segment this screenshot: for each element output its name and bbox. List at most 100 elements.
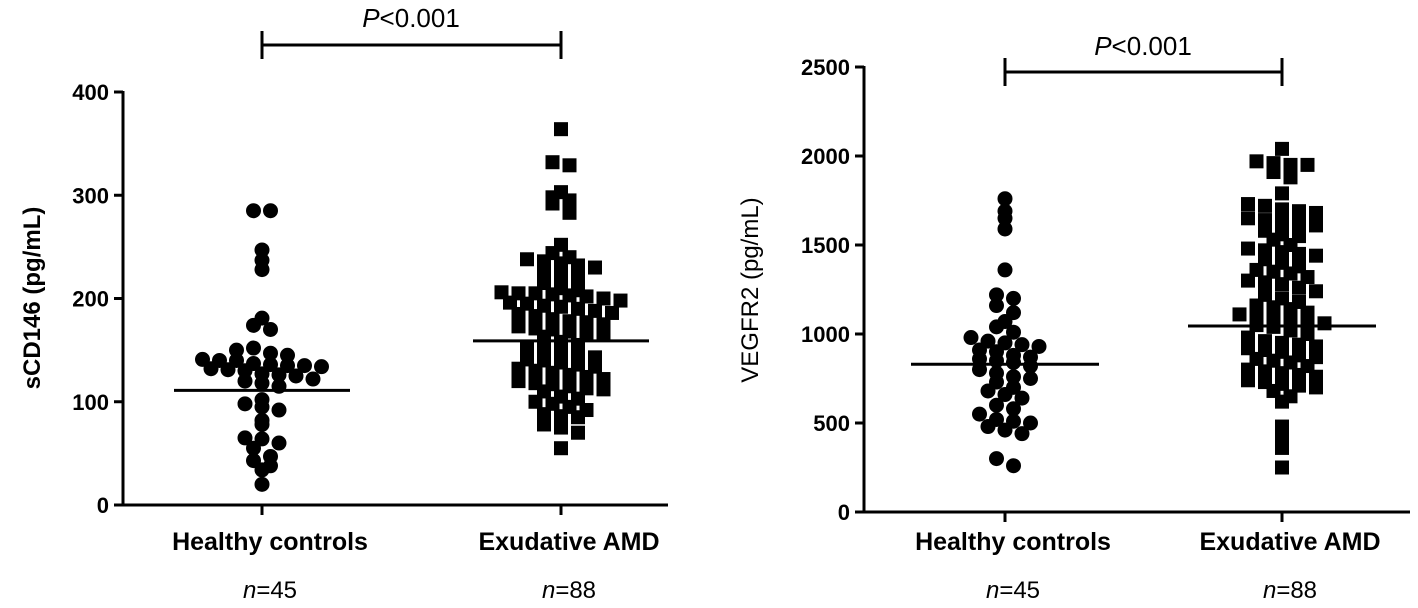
data-point: [246, 203, 261, 219]
data-point: [562, 193, 577, 208]
data-point: [1275, 186, 1289, 201]
data-point: [288, 368, 304, 384]
data-point: [579, 289, 594, 304]
data-point: [1014, 390, 1030, 406]
data-point: [972, 362, 987, 378]
data-point: [989, 298, 1004, 314]
data-point: [1249, 298, 1264, 313]
data-point: [571, 410, 585, 425]
data-point: [1241, 362, 1255, 377]
data-point: [1031, 338, 1047, 354]
data-point: [554, 122, 568, 137]
data-point: [1283, 170, 1298, 185]
data-point: [237, 396, 253, 412]
y-tick-label: 2000: [801, 144, 850, 169]
data-point: [554, 441, 568, 456]
data-point: [246, 317, 261, 333]
sample-size-label: n=45: [243, 577, 297, 604]
data-point: [254, 262, 270, 278]
data-point: [246, 340, 261, 356]
data-point: [254, 242, 270, 258]
data-point: [579, 325, 594, 340]
data-point: [613, 293, 628, 308]
data-point: [1006, 290, 1021, 306]
data-point: [997, 210, 1013, 226]
data-point: [520, 340, 534, 355]
data-point: [1258, 213, 1272, 228]
data-point: [1283, 157, 1298, 172]
y-tick-label: 400: [72, 80, 109, 105]
data-point: [203, 361, 219, 377]
data-point: [1292, 216, 1306, 231]
data-point: [280, 347, 295, 363]
data-point: [1300, 327, 1315, 341]
data-point: [246, 440, 261, 456]
data-point: [263, 321, 278, 337]
data-point: [596, 382, 611, 397]
data-point: [588, 260, 602, 275]
data-point: [1023, 358, 1038, 374]
category-label: Healthy controls: [915, 528, 1111, 556]
data-point: [1014, 426, 1030, 442]
data-point: [588, 303, 602, 318]
data-point: [554, 409, 568, 424]
sample-size-label: n=45: [986, 577, 1040, 604]
data-point: [511, 319, 526, 334]
data-point: [554, 256, 568, 271]
data-point: [1275, 202, 1289, 217]
data-point: [989, 397, 1004, 413]
data-point: [503, 295, 517, 310]
y-axis-label: sCD146 (pg/mL): [19, 207, 46, 390]
y-tick-label: 200: [72, 287, 109, 312]
data-point: [1275, 245, 1289, 260]
data-point: [511, 306, 526, 321]
data-point: [997, 221, 1013, 237]
data-point: [537, 417, 551, 432]
data-point: [545, 196, 560, 211]
data-point: [1014, 337, 1030, 353]
data-point: [263, 203, 278, 219]
y-tick-label: 0: [97, 493, 109, 518]
data-point: [237, 430, 253, 446]
data-point: [562, 205, 577, 220]
data-point: [1292, 204, 1306, 219]
y-tick-label: 2500: [801, 55, 850, 80]
data-point: [528, 363, 543, 378]
data-point: [1275, 141, 1289, 156]
data-point: [545, 155, 560, 170]
data-point: [1275, 419, 1289, 434]
data-point: [1266, 300, 1281, 315]
data-point: [1275, 440, 1289, 455]
data-point: [1266, 264, 1281, 279]
data-point: [1241, 330, 1255, 345]
data-point: [254, 416, 270, 432]
y-axis-label: VEGFR2 (pg/mL): [737, 197, 764, 382]
data-point: [1275, 214, 1289, 229]
data-point: [1283, 302, 1298, 317]
data-point: [554, 299, 568, 314]
data-point: [571, 425, 585, 440]
data-point: [1275, 394, 1289, 409]
data-point: [254, 462, 270, 478]
data-point: [1249, 262, 1264, 277]
data-point: [1275, 277, 1289, 292]
data-point: [1258, 364, 1272, 379]
data-point: [254, 375, 270, 391]
data-point: [254, 399, 270, 415]
data-point: [963, 330, 979, 346]
data-point: [562, 288, 577, 303]
data-point: [989, 287, 1004, 303]
data-point: [1292, 367, 1306, 382]
data-point: [1266, 383, 1281, 398]
data-point: [1283, 312, 1298, 327]
data-point: [1292, 378, 1306, 393]
data-point: [1258, 275, 1272, 290]
category-label: Exudative AMD: [478, 528, 659, 556]
data-point: [1266, 232, 1281, 247]
p-value-label: P<0.001: [362, 3, 460, 33]
data-point: [1300, 157, 1315, 172]
data-point: [1266, 353, 1281, 368]
data-point: [1006, 324, 1021, 340]
scd146-panel: 0 100 200 300 400 sCD146 (pg/mL) Healthy contr…: [19, 3, 668, 604]
